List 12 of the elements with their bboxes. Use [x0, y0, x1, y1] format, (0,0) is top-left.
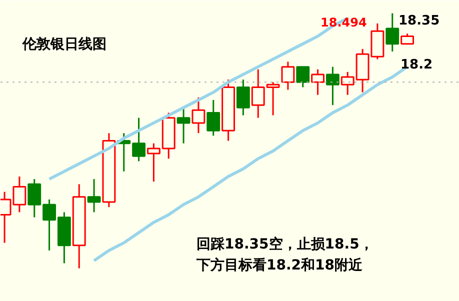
candlestick — [236, 78, 250, 116]
candlestick — [192, 96, 206, 134]
annotation: 18.2 — [400, 58, 433, 72]
candlestick — [72, 183, 86, 270]
annotation: 下方目标看18.2和18附近 — [196, 256, 364, 274]
candlestick — [386, 12, 400, 52]
annotation: 18.35 — [398, 14, 440, 28]
candlestick — [176, 106, 190, 144]
annotation: 18.494 — [320, 16, 367, 30]
candlestick — [87, 178, 101, 213]
text: 伦敦银日线图 — [22, 36, 106, 52]
annotation: 回踩18.35空，止损18.5， — [196, 236, 374, 252]
